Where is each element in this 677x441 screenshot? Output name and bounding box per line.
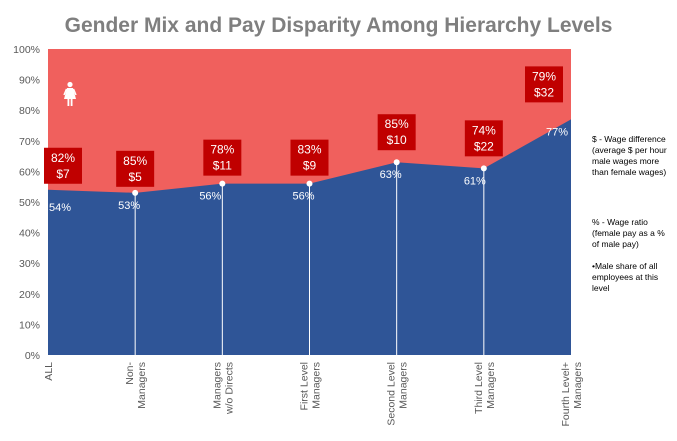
data-point: [306, 180, 313, 187]
wage-difference-label: $7: [56, 167, 70, 181]
y-tick-label: 100%: [13, 44, 40, 56]
svg-text:Managers: Managers: [485, 362, 497, 409]
data-point: [393, 159, 400, 166]
wage-difference-label: $32: [534, 85, 554, 99]
note-wage-difference: $ - Wage difference (average $ per hour …: [592, 134, 667, 177]
wage-difference-label: $9: [303, 159, 317, 173]
wage-difference-label: $10: [387, 133, 407, 147]
female-icon: [63, 81, 77, 106]
svg-text:Non-: Non-: [124, 362, 136, 385]
pay-label-box: [290, 139, 329, 176]
data-point: [219, 180, 226, 187]
wage-ratio-label: 82%: [51, 151, 75, 165]
x-tick-label: Managers w/o Directs: [211, 362, 235, 415]
note-wage-ratio: % - Wage ratio (female pay as a % of mal…: [592, 217, 665, 249]
wage-ratio-label: 85%: [385, 117, 409, 131]
data-point: [480, 165, 487, 172]
pay-label-box: [203, 139, 242, 176]
male-share-label: 63%: [380, 169, 402, 181]
svg-text:Second Level: Second Level: [386, 362, 398, 426]
y-tick-label: 60%: [19, 166, 40, 178]
wage-ratio-label: 78%: [210, 143, 234, 157]
note-male-share: •Male share of all employees at this lev…: [592, 261, 659, 293]
pay-label-box: [44, 147, 82, 184]
y-tick-label: 30%: [19, 258, 40, 270]
svg-text:Fourth Level+: Fourth Level+: [560, 362, 572, 427]
y-tick-label: 40%: [19, 228, 40, 240]
wage-ratio-label: 79%: [532, 69, 556, 83]
wage-difference-label: $11: [213, 159, 232, 173]
svg-text:Managers: Managers: [572, 362, 584, 409]
wage-ratio-label: 83%: [297, 143, 321, 157]
pay-label-box: [525, 66, 563, 103]
x-tick-label: Non- Managers: [124, 362, 148, 409]
chart-title: Gender Mix and Pay Disparity Among Hiera…: [64, 14, 613, 37]
pay-label-box: [116, 150, 155, 187]
male-share-label: 56%: [292, 191, 314, 203]
data-point: [132, 189, 139, 196]
svg-text:Managers: Managers: [311, 362, 323, 409]
svg-text:Managers: Managers: [136, 362, 148, 409]
y-tick-label: 10%: [19, 319, 40, 331]
x-tick-label: Second Level Managers: [386, 362, 410, 426]
pay-label-box: [377, 114, 416, 151]
male-share-label: 61%: [464, 175, 486, 187]
y-tick-label: 70%: [19, 136, 40, 148]
y-tick-label: 0%: [25, 350, 40, 362]
svg-text:Third Level: Third Level: [473, 362, 485, 414]
male-share-label: 77%: [546, 126, 568, 138]
wage-difference-label: $22: [474, 139, 494, 153]
y-tick-label: 50%: [19, 197, 40, 209]
svg-text:ALL: ALL: [43, 362, 55, 381]
x-tick-label: First Level Managers: [299, 362, 323, 410]
y-tick-label: 80%: [19, 105, 40, 117]
x-tick-label: Third Level Managers: [473, 362, 497, 414]
male-share-label: 53%: [118, 200, 140, 212]
svg-text:Managers: Managers: [211, 362, 223, 409]
wage-ratio-label: 74%: [472, 123, 496, 137]
svg-text:w/o Directs: w/o Directs: [223, 362, 235, 415]
y-tick-label: 90%: [19, 75, 40, 87]
x-tick-label: Fourth Level+ Managers: [560, 362, 584, 427]
svg-text:Managers: Managers: [398, 362, 410, 409]
svg-text:First Level: First Level: [299, 362, 311, 410]
male-share-label: 56%: [199, 191, 221, 203]
y-tick-label: 20%: [19, 289, 40, 301]
male-share-label: 54%: [49, 202, 71, 214]
wage-ratio-label: 85%: [123, 154, 147, 168]
x-tick-label: ALL: [43, 362, 55, 381]
wage-difference-label: $5: [128, 170, 142, 184]
pay-label-box: [464, 120, 503, 157]
